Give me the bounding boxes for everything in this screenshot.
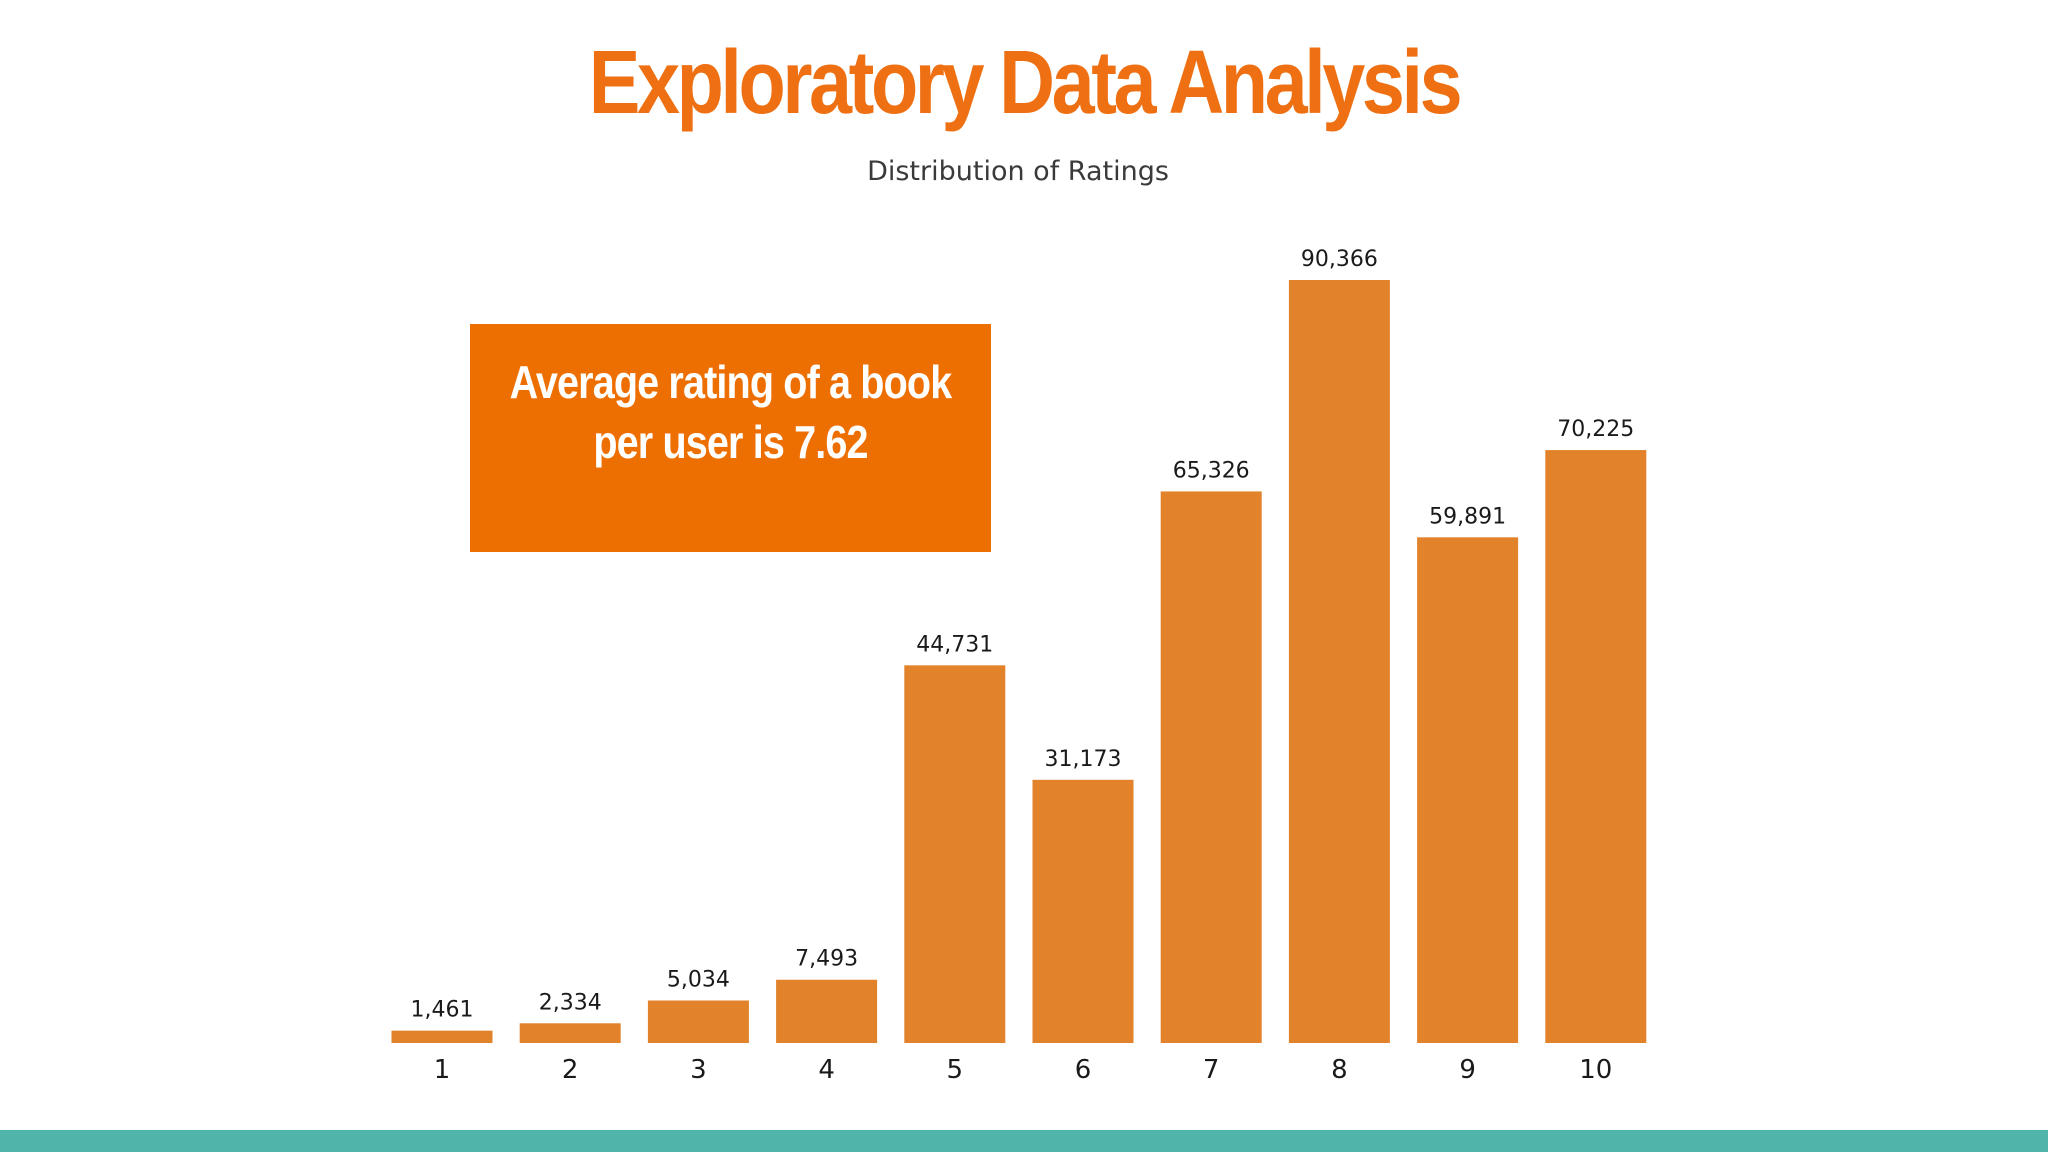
bar-rating-9: [1417, 537, 1519, 1043]
x-tick-label-10: 10: [1579, 1055, 1612, 1085]
x-tick-label-7: 7: [1203, 1055, 1220, 1085]
value-label-rating-9: 59,891: [1429, 504, 1506, 529]
bars-group: [391, 280, 1647, 1044]
bar-rating-5: [904, 665, 1006, 1043]
value-label-rating-2: 2,334: [539, 990, 602, 1015]
bar-rating-7: [1160, 491, 1262, 1043]
x-tick-label-6: 6: [1075, 1055, 1092, 1085]
value-label-rating-4: 7,493: [795, 947, 858, 972]
bottom-accent-band: [0, 1130, 2048, 1152]
value-label-rating-7: 65,326: [1173, 458, 1250, 483]
bar-rating-10: [1545, 450, 1647, 1044]
x-tick-label-2: 2: [562, 1055, 579, 1085]
bar-rating-2: [519, 1023, 621, 1043]
callout-text: Average rating of a book per user is 7.6…: [509, 356, 953, 468]
value-label-rating-3: 5,034: [667, 967, 730, 992]
value-label-rating-1: 1,461: [411, 998, 474, 1023]
value-label-rating-5: 44,731: [916, 632, 993, 657]
value-label-rating-6: 31,173: [1045, 747, 1122, 772]
x-tick-label-1: 1: [434, 1055, 451, 1085]
bar-rating-4: [776, 979, 878, 1043]
value-label-rating-10: 70,225: [1557, 417, 1634, 442]
slide-title: Exploratory Data Analysis: [588, 33, 1463, 133]
bar-rating-3: [647, 1000, 749, 1043]
bar-rating-8: [1288, 280, 1390, 1043]
chart-title: Distribution of Ratings: [867, 156, 1169, 187]
x-tick-label-8: 8: [1331, 1055, 1348, 1085]
x-tick-label-3: 3: [690, 1055, 707, 1085]
x-tick-label-4: 4: [818, 1055, 835, 1085]
value-labels-group: 1,461 2,334 5,034 7,493 44,731 31,173 65,326 90…: [411, 247, 1635, 1023]
x-tick-labels-group: 1 2 3 4 5 6 7 8 9 10: [434, 1055, 1613, 1085]
average-rating-callout: Average rating of a book per user is 7.6…: [470, 324, 991, 552]
x-tick-label-9: 9: [1459, 1055, 1476, 1085]
bar-rating-6: [1032, 779, 1134, 1043]
value-label-rating-8: 90,366: [1301, 247, 1378, 272]
x-tick-label-5: 5: [947, 1055, 964, 1085]
bar-rating-1: [391, 1030, 493, 1043]
